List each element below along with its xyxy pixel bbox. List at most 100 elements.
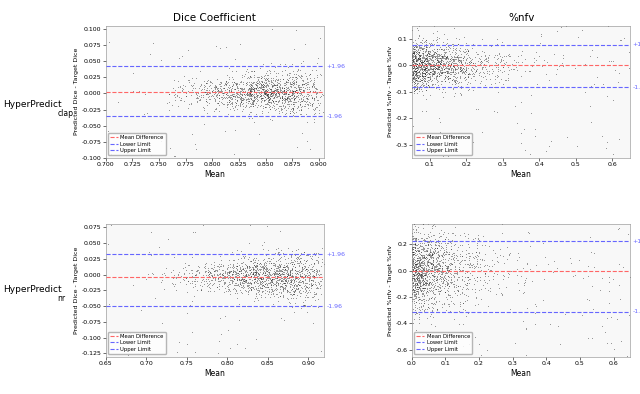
Point: [510, 340, 520, 346]
Point: [260, 91, 270, 97]
Point: [214, 95, 224, 102]
Point: [261, 92, 271, 98]
Point: [414, 61, 424, 67]
Point: [409, 63, 419, 70]
Point: [415, 64, 425, 71]
Point: [197, 277, 207, 284]
Point: [417, 290, 427, 296]
Point: [113, 99, 124, 105]
Point: [308, 106, 318, 112]
Point: [480, 271, 490, 277]
Point: [411, 71, 421, 77]
Point: [413, 56, 424, 62]
Point: [420, 87, 431, 93]
Point: [435, 60, 445, 66]
Point: [435, 288, 445, 295]
Point: [254, 94, 264, 100]
Point: [250, 85, 260, 92]
Point: [281, 84, 291, 90]
Point: [415, 56, 425, 62]
Point: [484, 267, 495, 273]
Point: [295, 101, 305, 108]
Point: [247, 85, 257, 91]
Point: [234, 271, 244, 277]
Point: [413, 86, 424, 93]
Point: [207, 93, 218, 99]
Point: [447, 249, 458, 256]
Point: [305, 281, 315, 288]
Point: [209, 267, 220, 273]
Point: [189, 80, 199, 87]
Point: [292, 104, 303, 110]
Point: [269, 94, 280, 100]
Point: [123, 352, 133, 358]
Point: [412, 61, 422, 67]
Point: [249, 279, 259, 286]
Point: [413, 47, 423, 53]
Point: [428, 54, 438, 60]
Point: [280, 104, 291, 111]
Point: [256, 274, 266, 281]
Point: [415, 286, 426, 293]
Point: [238, 278, 248, 284]
Point: [424, 295, 434, 301]
Point: [447, 86, 458, 93]
Point: [421, 52, 431, 58]
Point: [305, 269, 316, 276]
Point: [232, 85, 243, 91]
Point: [454, 267, 465, 273]
Point: [521, 325, 531, 331]
Point: [445, 279, 455, 285]
Point: [406, 76, 417, 82]
Point: [253, 92, 263, 98]
Point: [578, 275, 588, 281]
Point: [490, 60, 500, 67]
Point: [285, 84, 296, 90]
Point: [278, 279, 288, 286]
Point: [435, 62, 445, 69]
Point: [304, 271, 314, 278]
Point: [413, 277, 423, 284]
Point: [280, 266, 291, 272]
Point: [417, 73, 427, 79]
Point: [407, 259, 417, 265]
Point: [275, 275, 285, 282]
Point: [458, 65, 468, 71]
Point: [278, 286, 289, 292]
Point: [247, 97, 257, 103]
Point: [246, 92, 256, 98]
Point: [188, 82, 198, 88]
Point: [463, 71, 473, 77]
Point: [445, 51, 455, 58]
Point: [246, 82, 257, 88]
Text: -1.96: -1.96: [632, 85, 640, 89]
Point: [426, 295, 436, 301]
Point: [417, 88, 427, 94]
Point: [426, 78, 436, 84]
Point: [436, 54, 447, 61]
Point: [417, 66, 428, 72]
Point: [216, 98, 226, 105]
Point: [292, 268, 303, 274]
Point: [286, 258, 296, 265]
Point: [201, 268, 211, 274]
Point: [253, 80, 263, 86]
Point: [417, 73, 427, 79]
Point: [444, 292, 454, 298]
Point: [570, 64, 580, 71]
Point: [218, 95, 228, 101]
Point: [442, 67, 452, 74]
Point: [307, 95, 317, 101]
Point: [419, 282, 429, 288]
Point: [232, 93, 243, 100]
Point: [287, 91, 298, 97]
Point: [225, 344, 235, 351]
Point: [268, 95, 278, 101]
Point: [186, 298, 196, 305]
Point: [194, 269, 204, 276]
Point: [274, 261, 284, 267]
Point: [269, 87, 280, 93]
Point: [266, 79, 276, 85]
Point: [431, 59, 442, 65]
Point: [289, 84, 299, 90]
